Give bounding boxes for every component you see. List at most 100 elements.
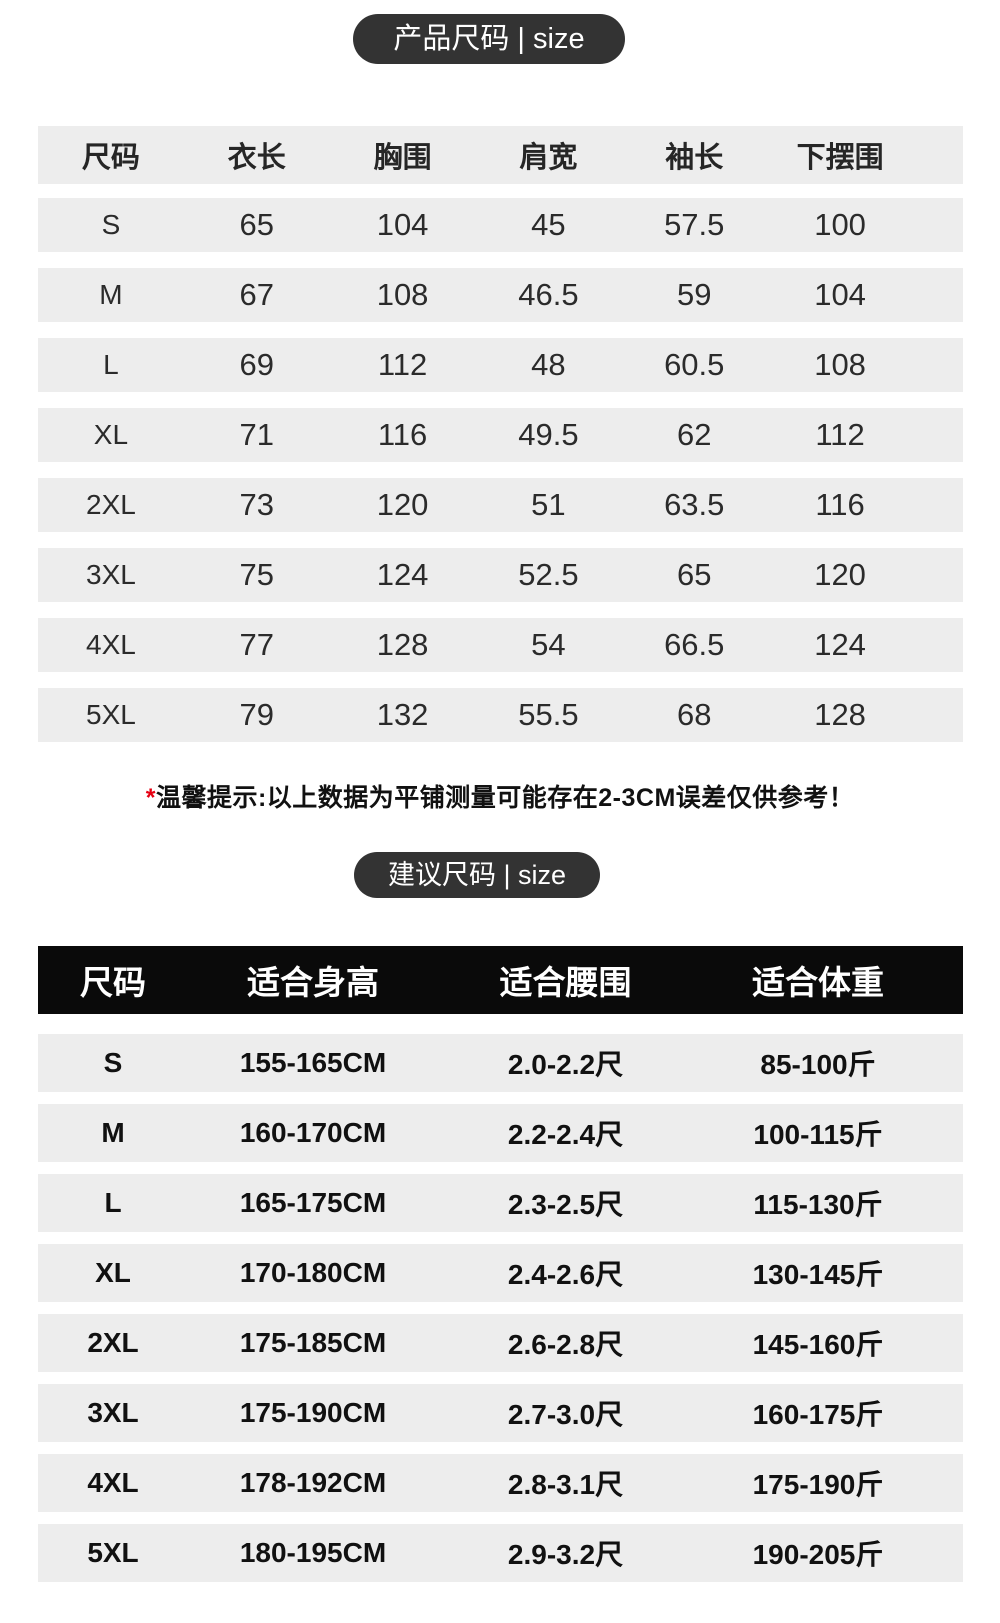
table-row: L 69 112 48 60.5 108	[38, 338, 963, 392]
cell: 120	[376, 487, 429, 522]
cell: L	[104, 1187, 122, 1218]
cell: 116	[377, 417, 428, 452]
cell: 63.5	[664, 487, 725, 522]
column-header: 袖长	[665, 142, 724, 174]
cell: 160-175斤	[752, 1399, 884, 1430]
cell: 112	[815, 417, 865, 452]
cell: XL	[93, 419, 129, 450]
cell: 67	[239, 277, 274, 312]
cell: 128	[376, 627, 429, 662]
product-size-table: 尺码 衣长 胸围 肩宽 袖长 下摆围 S 65 104 45 57.5 100 M 67 108 46.5 5…	[38, 126, 963, 742]
cell: 155-165CM	[239, 1047, 387, 1078]
cell: 116	[815, 487, 865, 522]
cell: 62	[677, 417, 712, 452]
cell: 115-130斤	[753, 1189, 883, 1220]
cell: 75	[239, 557, 274, 592]
cell: 5XL	[87, 1537, 139, 1568]
table-row: XL 71 116 49.5 62 112	[38, 408, 963, 462]
cell: 2XL	[87, 1327, 139, 1358]
cell: 180-195CM	[239, 1537, 387, 1568]
cell: 55.5	[518, 697, 579, 732]
table-row: 5XL 180-195CM 2.9-3.2尺 190-205斤	[38, 1524, 963, 1582]
cell: 60.5	[664, 347, 725, 382]
cell: 57.5	[664, 207, 725, 242]
note-prefix: 温馨提示:	[155, 784, 267, 812]
cell: 2.3-2.5尺	[507, 1189, 624, 1220]
table-row: L 165-175CM 2.3-2.5尺 115-130斤	[38, 1174, 963, 1232]
cell: 175-190CM	[239, 1397, 387, 1428]
cell: 54	[531, 627, 566, 662]
cell: 170-180CM	[239, 1257, 387, 1288]
column-header: 适合腰围	[499, 964, 632, 1001]
column-header: 尺码	[80, 964, 146, 1001]
cell: 112	[377, 347, 428, 382]
cell: 65	[677, 557, 712, 592]
cell: 100	[814, 207, 866, 242]
note-asterisk: *	[145, 784, 156, 812]
table-row: XL 170-180CM 2.4-2.6尺 130-145斤	[38, 1244, 963, 1302]
cell: 124	[814, 627, 866, 662]
cell: 160-170CM	[239, 1117, 387, 1148]
product-size-table-body: S 65 104 45 57.5 100 M 67 108 46.5 59 104 L 69 112 48 60…	[38, 198, 963, 742]
cell: M	[101, 1117, 125, 1148]
cell: 2.4-2.6尺	[507, 1259, 624, 1290]
cell: 108	[814, 347, 866, 382]
cell: L	[103, 349, 119, 380]
table-row: 3XL 175-190CM 2.7-3.0尺 160-175斤	[38, 1384, 963, 1442]
cell: 165-175CM	[239, 1187, 387, 1218]
cell: 4XL	[87, 1467, 139, 1498]
cell: 100-115斤	[753, 1119, 883, 1150]
measurement-note: *温馨提示:以上数据为平铺测量可能存在2-3CM误差仅供参考！	[0, 778, 1000, 814]
size-chart-page: 产品尺码 | size 尺码 衣长 胸围 肩宽 袖长 下摆围 S 65 104 45 57.5 10…	[0, 14, 1000, 1582]
cell: 77	[239, 627, 274, 662]
cell: 51	[531, 487, 566, 522]
cell: 2.7-3.0尺	[507, 1399, 624, 1430]
cell: 52.5	[518, 557, 579, 592]
cell: 132	[376, 697, 429, 732]
cell: XL	[95, 1257, 131, 1288]
cell: 120	[814, 557, 866, 592]
cell: S	[101, 209, 121, 240]
cell: 124	[376, 557, 429, 592]
suggested-size-table-header: 尺码 适合身高 适合腰围 适合体重	[38, 946, 963, 1014]
column-header: 衣长	[227, 142, 286, 174]
cell: 2.9-3.2尺	[507, 1539, 624, 1570]
cell: 104	[814, 277, 866, 312]
cell: 3XL	[87, 1397, 139, 1428]
column-header: 胸围	[373, 142, 432, 174]
cell: 85-100斤	[760, 1049, 876, 1080]
cell: 4XL	[86, 629, 136, 660]
cell: 48	[531, 347, 566, 382]
cell: 175-185CM	[239, 1327, 387, 1358]
cell: 3XL	[86, 559, 136, 590]
column-header: 尺码	[81, 142, 140, 174]
column-header: 适合身高	[247, 964, 379, 1001]
cell: 130-145斤	[752, 1259, 884, 1290]
cell: M	[99, 279, 123, 310]
cell: 145-160斤	[752, 1329, 884, 1360]
product-size-title-badge: 产品尺码 | size	[353, 14, 625, 64]
table-row: 4XL 178-192CM 2.8-3.1尺 175-190斤	[38, 1454, 963, 1512]
cell: 104	[376, 207, 429, 242]
cell: 175-190斤	[752, 1469, 884, 1500]
cell: 178-192CM	[239, 1467, 387, 1498]
cell: 45	[531, 207, 566, 242]
table-row: 3XL 75 124 52.5 65 120	[38, 548, 963, 602]
table-row: 2XL 175-185CM 2.6-2.8尺 145-160斤	[38, 1314, 963, 1372]
cell: 68	[677, 697, 712, 732]
cell: 2.0-2.2尺	[507, 1049, 624, 1080]
suggested-size-title-badge: 建议尺码 | size	[353, 852, 601, 898]
cell: 46.5	[518, 277, 579, 312]
table-row: M 160-170CM 2.2-2.4尺 100-115斤	[38, 1104, 963, 1162]
cell: 66.5	[664, 627, 725, 662]
cell: 49.5	[518, 417, 579, 452]
cell: 2XL	[86, 489, 136, 520]
table-row: 5XL 79 132 55.5 68 128	[38, 688, 963, 742]
cell: 190-205斤	[752, 1539, 884, 1570]
cell: 65	[239, 207, 274, 242]
cell: 69	[239, 347, 274, 382]
cell: 2.8-3.1尺	[507, 1469, 624, 1500]
table-row: 4XL 77 128 54 66.5 124	[38, 618, 963, 672]
product-size-title: 产品尺码 | size	[393, 23, 585, 55]
cell: 128	[814, 697, 866, 732]
